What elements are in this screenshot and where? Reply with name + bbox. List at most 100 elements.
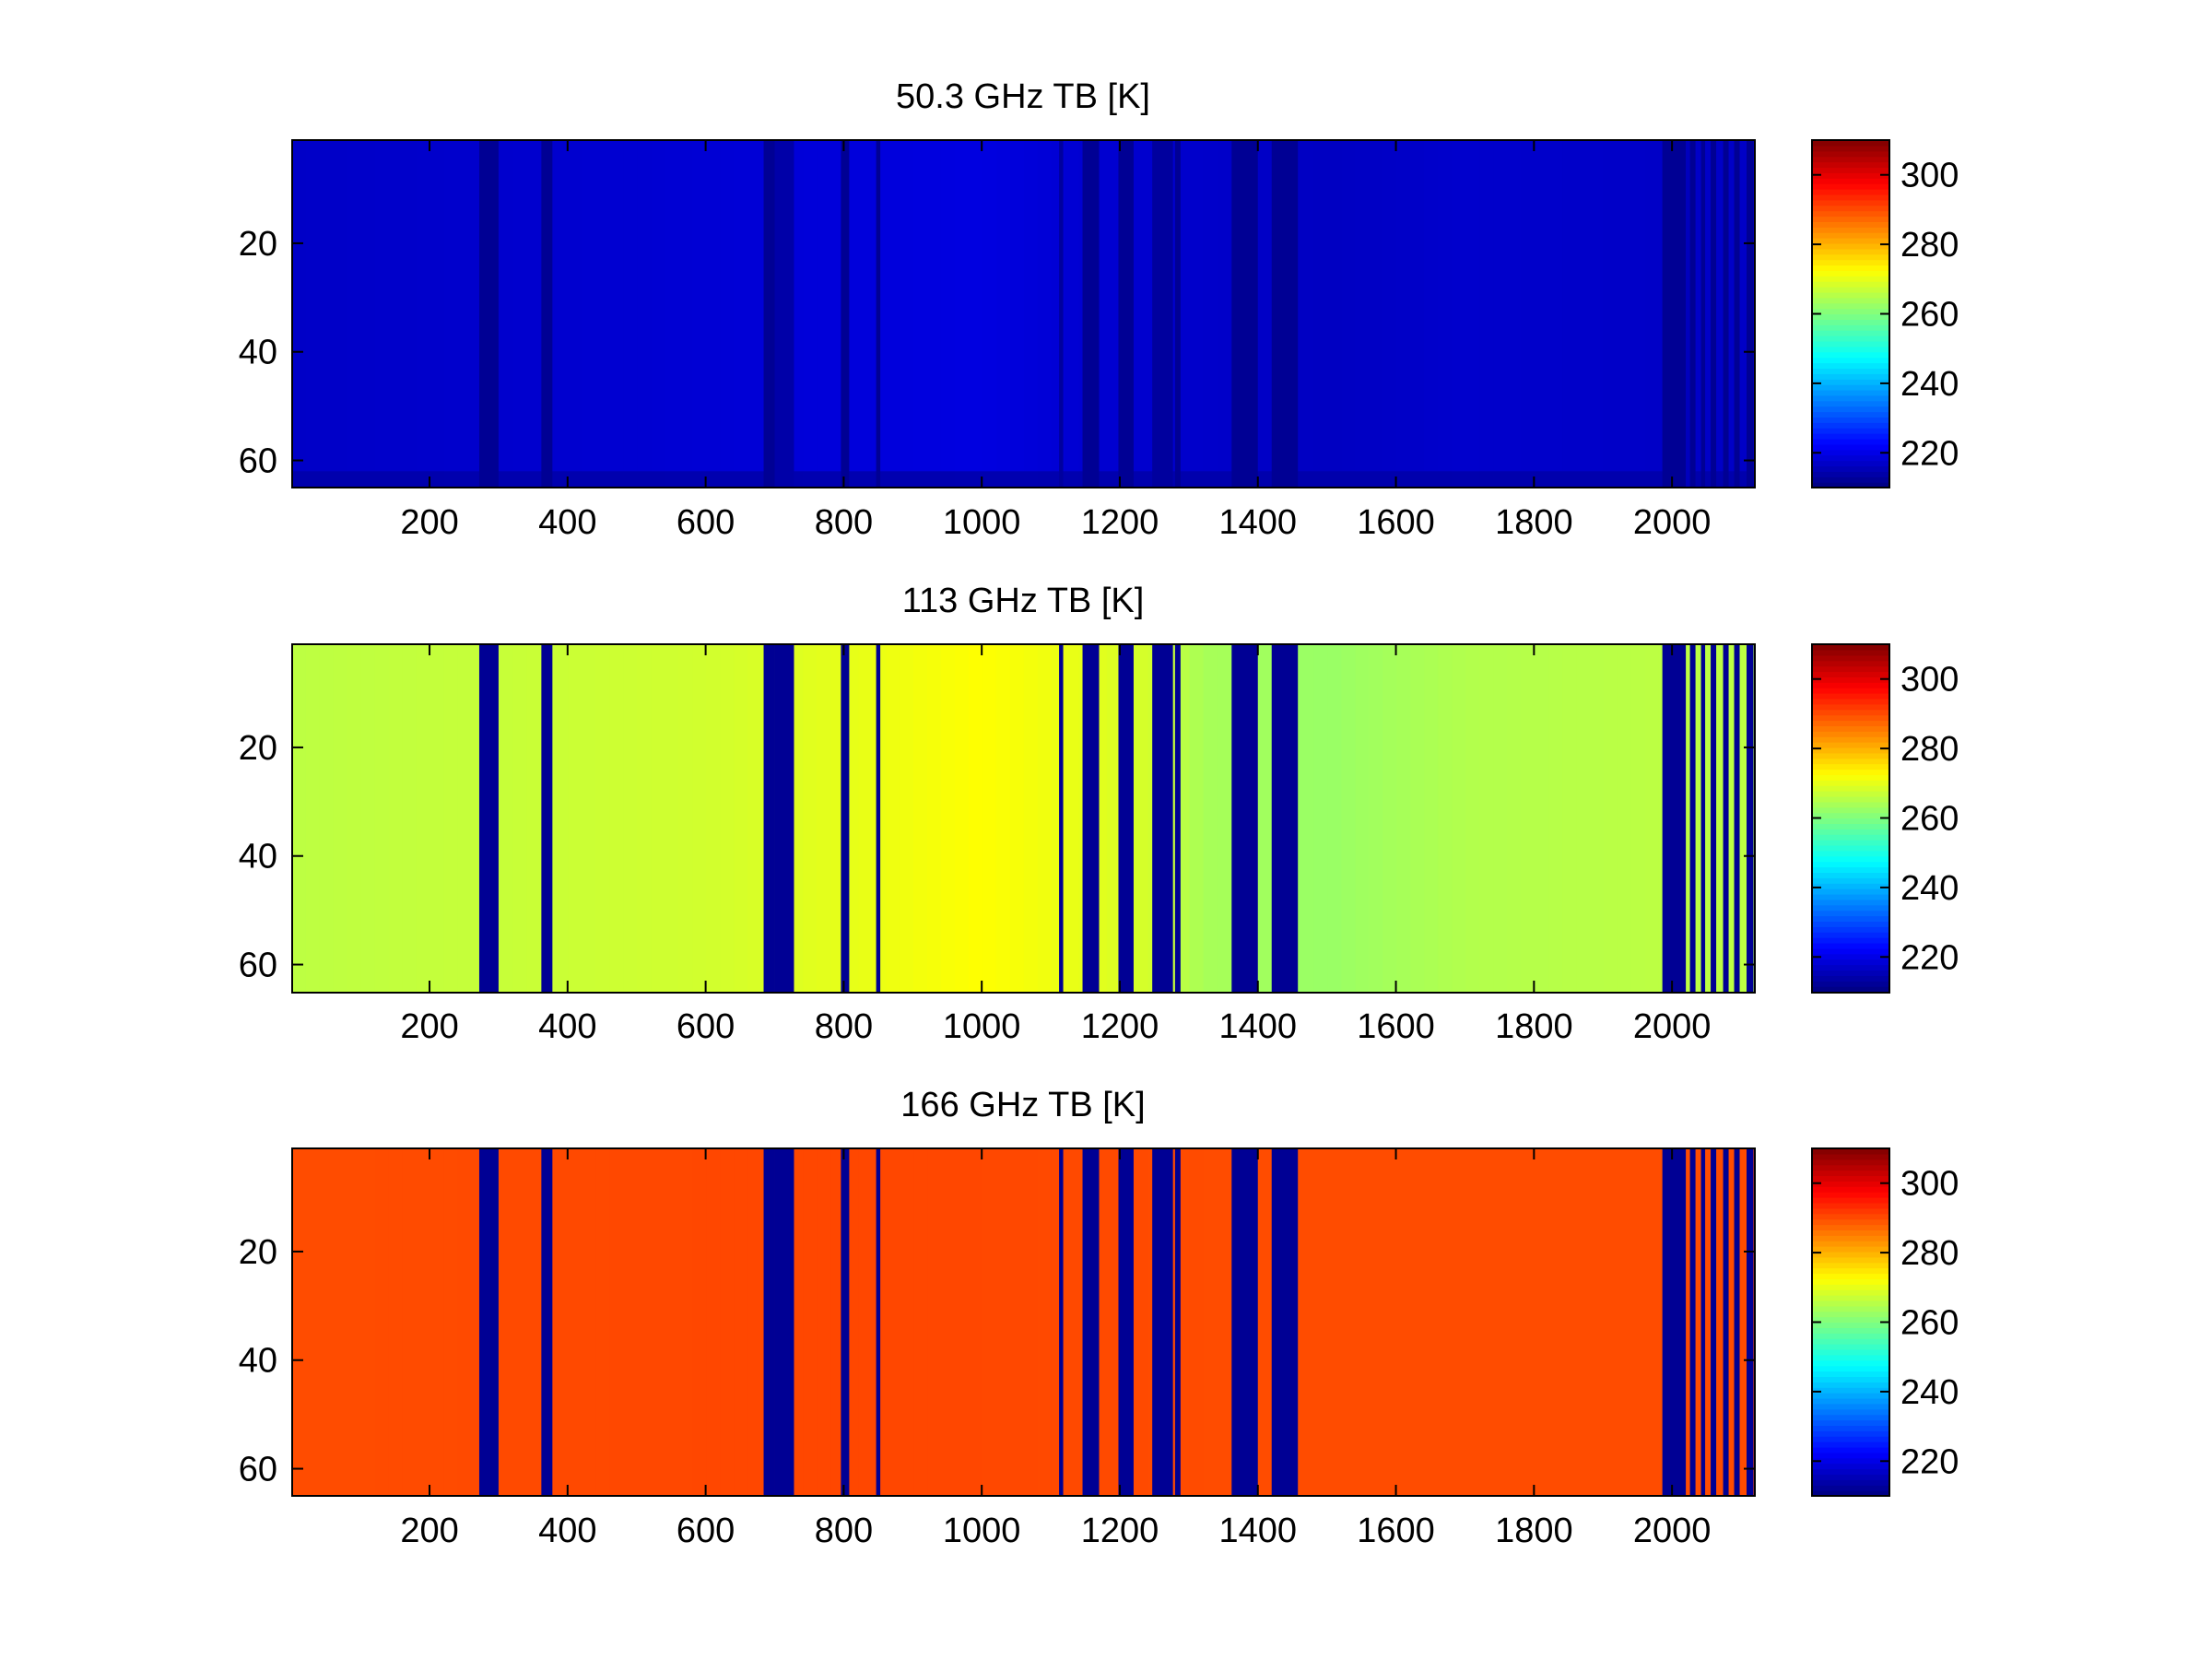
heatmap-cell: [1410, 644, 1425, 992]
colorbar-swatch: [1812, 335, 1889, 342]
panel-2-plot: 200 400 600 800 1000 1200 1400 1600 1800 2000 20 40…: [239, 643, 1756, 1046]
heatmap-cell: [1452, 140, 1466, 488]
colorbar-swatch: [1812, 167, 1889, 173]
colorbar-swatch: [1812, 1463, 1889, 1470]
colorbar-swatch: [1812, 1256, 1889, 1264]
heatmap-low-value-band: [1231, 1148, 1258, 1496]
x-tick-label: 600: [677, 1007, 735, 1046]
colorbar-swatch: [1812, 259, 1889, 266]
heatmap-cell: [913, 140, 928, 488]
colorbar-swatch: [1812, 482, 1889, 488]
heatmap-cell: [1521, 1148, 1535, 1496]
heatmap-cell: [1327, 644, 1342, 992]
colorbar-swatch: [1812, 937, 1889, 944]
heatmap-cell: [1313, 1148, 1329, 1496]
heatmap-low-value-band: [1118, 1148, 1134, 1496]
panel-3: 166 GHz TB [K] 200 400 600 800 1000 1200 1400 1…: [239, 1086, 1959, 1550]
colorbar-swatch: [1812, 1170, 1889, 1177]
heatmap-low-value-band: [1700, 644, 1706, 992]
colorbar-swatch: [1812, 1365, 1889, 1372]
heatmap-cell: [402, 140, 418, 488]
heatmap-cell: [900, 140, 914, 488]
heatmap-cell: [1630, 644, 1646, 992]
panel-3-heatmap: [292, 1148, 1756, 1496]
heatmap-cell: [595, 1148, 611, 1496]
heatmap-low-value-band: [1174, 644, 1181, 992]
heatmap-low-value-band: [1118, 140, 1134, 488]
heatmap-low-value-band: [1231, 644, 1258, 992]
heatmap-cell: [1369, 1148, 1383, 1496]
heatmap-cell: [1355, 1148, 1370, 1496]
x-tick-label: 800: [815, 503, 873, 542]
heatmap-cell: [1355, 644, 1370, 992]
heatmap-cell: [1644, 140, 1660, 488]
heatmap-low-value-band: [1662, 1148, 1687, 1496]
heatmap-cell: [1644, 644, 1660, 992]
colorbar-swatch: [1812, 812, 1889, 819]
heatmap-low-value-band: [541, 140, 553, 488]
colorbar-tick-label: 220: [1900, 938, 1959, 977]
heatmap-cell: [913, 1148, 928, 1496]
colorbar-swatch: [1812, 477, 1889, 483]
colorbar-swatch: [1812, 1414, 1889, 1421]
heatmap-cell: [817, 644, 831, 992]
x-tick-label: 400: [538, 503, 596, 542]
heatmap-cell: [305, 140, 321, 488]
x-tick-label: 1000: [943, 1007, 1021, 1046]
heatmap-cell: [1051, 140, 1066, 488]
heatmap-cell: [1203, 1148, 1218, 1496]
heatmap-cell: [1576, 140, 1591, 488]
colorbar-swatch: [1812, 1175, 1889, 1182]
x-tick-label: 1200: [1081, 1512, 1159, 1550]
colorbar-swatch: [1812, 1322, 1889, 1328]
colorbar-swatch: [1812, 1441, 1889, 1448]
x-tick-label: 800: [815, 1007, 873, 1046]
y-tick-label: 40: [239, 1342, 277, 1381]
colorbar-swatch: [1812, 677, 1889, 683]
y-tick-label: 60: [239, 1451, 277, 1489]
colorbar-swatch: [1812, 253, 1889, 261]
heatmap-cell: [402, 644, 418, 992]
heatmap-cell: [1341, 1148, 1356, 1496]
x-tick-label: 1800: [1495, 1512, 1573, 1550]
colorbar-swatch: [1812, 1419, 1889, 1427]
heatmap-low-value-band: [1747, 1148, 1754, 1496]
colorbar-swatch: [1812, 769, 1889, 775]
heatmap-low-value-band: [1723, 140, 1729, 488]
colorbar-swatch: [1812, 411, 1889, 418]
colorbar-swatch: [1812, 654, 1889, 662]
colorbar-swatch: [1812, 433, 1889, 440]
colorbar-swatch: [1812, 161, 1889, 169]
heatmap-cell: [803, 1148, 818, 1496]
colorbar-swatch: [1812, 1397, 1889, 1405]
heatmap-cell: [1106, 644, 1122, 992]
x-tick-label: 1400: [1218, 1512, 1297, 1550]
y-tick-label: 20: [239, 1233, 277, 1272]
heatmap-cell: [1507, 1148, 1522, 1496]
heatmap-cell: [360, 1148, 376, 1496]
colorbar-swatch: [1812, 281, 1889, 288]
heatmap-cell: [747, 140, 762, 488]
heatmap-low-value-band: [1734, 644, 1740, 992]
heatmap-cell: [429, 1148, 445, 1496]
panel-3-colorbar-ticks: 220 240 260 280 300: [1812, 1165, 1959, 1481]
heatmap-cell: [347, 644, 362, 992]
colorbar-swatch: [1812, 1181, 1889, 1187]
panel-3-ticks: 200 400 600 800 1000 1200 1400 1600 1800 2000 20 40…: [239, 1148, 1755, 1550]
colorbar-swatch: [1812, 829, 1889, 835]
heatmap-cell: [347, 1148, 362, 1496]
heatmap-cell: [1313, 644, 1329, 992]
heatmap-cell: [706, 644, 721, 992]
colorbar-swatch: [1812, 270, 1889, 276]
heatmap-cell: [954, 1148, 970, 1496]
heatmap-cell: [1051, 644, 1066, 992]
heatmap-cell: [1424, 140, 1439, 488]
heatmap-cell: [817, 140, 831, 488]
heatmap-low-value-band: [1689, 1148, 1696, 1496]
colorbar-swatch: [1812, 1251, 1889, 1258]
heatmap-cell: [623, 644, 639, 992]
panel-2-title: 113 GHz TB [K]: [902, 582, 1145, 620]
panel-1-plot: 200 400 600 800 1000 1200 1400 1600 1800 2000 20 40…: [239, 139, 1756, 542]
heatmap-low-value-band: [1271, 140, 1299, 488]
colorbar-swatch: [1812, 801, 1889, 808]
